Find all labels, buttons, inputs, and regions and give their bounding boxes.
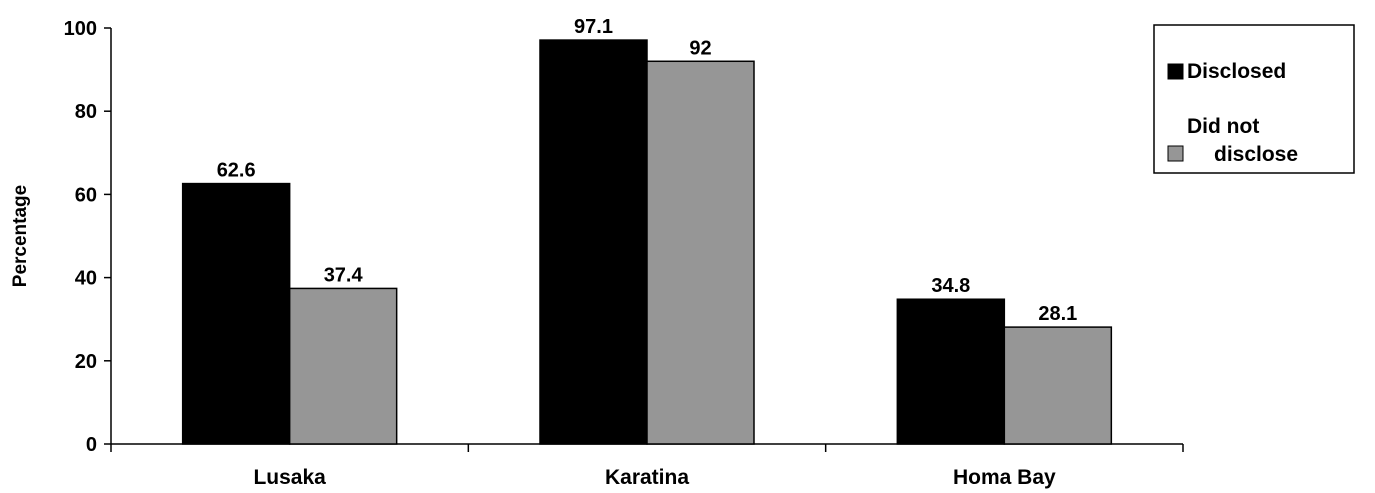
bar-disclosed [539, 39, 648, 445]
data-label: 34.8 [931, 275, 970, 297]
bar-disclosed [181, 182, 291, 445]
x-tick-label: Lusaka [253, 466, 326, 489]
data-label: 28.1 [1038, 303, 1077, 325]
bar-did-not-disclose [646, 60, 755, 445]
data-label: 92 [689, 37, 711, 59]
y-tick-label: 20 [75, 351, 97, 373]
legend-label: Disclosed [1187, 60, 1286, 83]
x-tick-label: Homa Bay [953, 466, 1056, 489]
x-tick-label: Karatina [605, 466, 689, 489]
legend-label: Did not disclose [1187, 115, 1298, 166]
y-tick-label: 0 [86, 434, 97, 456]
y-tick-label: 100 [64, 18, 97, 40]
legend-swatch [1167, 63, 1184, 80]
y-tick-label: 40 [75, 268, 97, 290]
bar-disclosed [896, 298, 1006, 445]
data-label: 97.1 [574, 16, 613, 38]
legend: Disclosed Did not disclose [1153, 24, 1355, 174]
data-label: 62.6 [217, 160, 256, 182]
y-tick-label: 60 [75, 184, 97, 206]
bar-did-not-disclose [1003, 326, 1113, 445]
bar-did-not-disclose [288, 287, 398, 445]
y-axis-title: Percentage [10, 185, 31, 287]
y-tick-label: 80 [75, 101, 97, 123]
data-label: 37.4 [324, 264, 364, 286]
legend-box [1153, 24, 1355, 174]
legend-swatch [1167, 145, 1184, 162]
